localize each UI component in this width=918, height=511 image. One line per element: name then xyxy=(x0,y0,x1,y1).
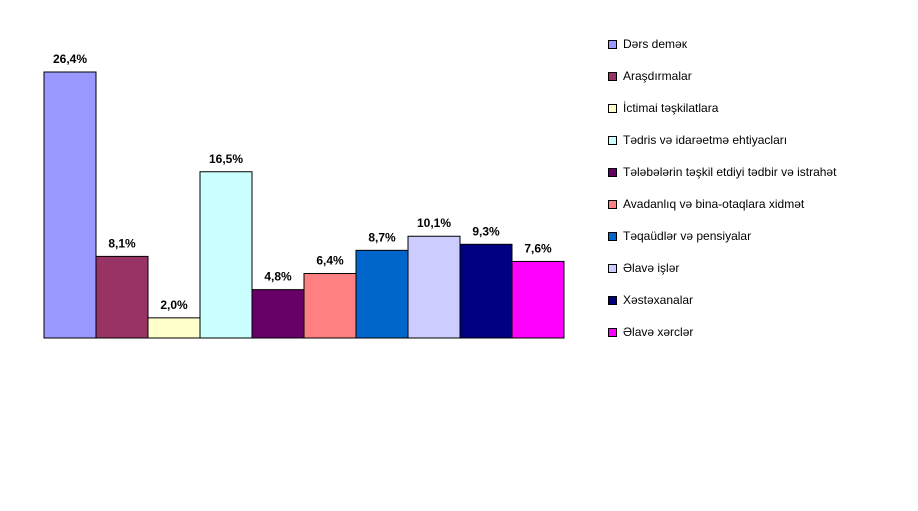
data-label-9: 9,3% xyxy=(472,224,500,238)
legend-item: İctimai təşkilatlara xyxy=(608,100,836,132)
legend-item: Tələbələrin təşkil etdiyi tədbir və istr… xyxy=(608,164,836,196)
legend-swatch xyxy=(608,72,617,81)
data-label-5: 4,8% xyxy=(264,270,292,284)
data-label-1: 26,4% xyxy=(53,52,87,66)
bar-chart: 26,4% 8,1% 2,0% 16,5% 4,8% 6,4% 8,7% 10,1% 9,3% 7… xyxy=(43,52,565,339)
legend-label: Əlavə işlər xyxy=(623,261,680,275)
data-label-7: 8,7% xyxy=(368,230,396,244)
legend-item: Əlavə xərclər xyxy=(608,324,836,356)
legend-label: Dərs deməк xyxy=(623,37,687,51)
bar-6 xyxy=(303,273,357,339)
legend-swatch xyxy=(608,136,617,145)
data-label-8: 10,1% xyxy=(417,216,451,230)
bar-3 xyxy=(147,317,201,339)
data-label-6: 6,4% xyxy=(316,254,344,268)
bar-7 xyxy=(355,249,409,339)
bar-5 xyxy=(251,289,305,339)
legend-item: Araşdırmalar xyxy=(608,68,836,100)
legend-swatch xyxy=(608,264,617,273)
legend-swatch xyxy=(608,328,617,337)
bar-4 xyxy=(199,171,253,339)
legend-label: Tədris və idarəetmə ehtiyacları xyxy=(623,133,788,147)
legend-label: Araşdırmalar xyxy=(623,69,692,83)
bar-8 xyxy=(407,235,461,339)
legend-item: Tədris və idarəetmə ehtiyacları xyxy=(608,132,836,164)
bar-10 xyxy=(511,260,565,339)
data-label-4: 16,5% xyxy=(209,152,243,166)
legend-label: Avadanlıq və bina-otaqlara xidmət xyxy=(623,197,805,211)
legend-label: İctimai təşkilatlara xyxy=(623,101,719,115)
legend-swatch xyxy=(608,232,617,241)
legend-swatch xyxy=(608,296,617,305)
legend-item: Avadanlıq və bina-otaqlara xidmət xyxy=(608,196,836,228)
data-label-10: 7,6% xyxy=(524,241,552,255)
legend-swatch xyxy=(608,40,617,49)
legend-item: Əlavə işlər xyxy=(608,260,836,292)
legend-label: Əlavə xərclər xyxy=(623,325,694,339)
bar-1 xyxy=(43,71,97,339)
legend-label: Tələbələrin təşkil etdiyi tədbir və istr… xyxy=(623,165,837,179)
legend-label: Təqaüdlər və pensiyalar xyxy=(623,229,752,243)
data-labels: 26,4% 8,1% 2,0% 16,5% 4,8% 6,4% 8,7% 10,1% 9,3% 7… xyxy=(53,52,552,312)
bar-series xyxy=(43,71,565,339)
legend-swatch xyxy=(608,168,617,177)
bar-2 xyxy=(95,255,149,339)
data-label-3: 2,0% xyxy=(160,298,188,312)
legend-swatch xyxy=(608,200,617,209)
legend-item: Dərs deməк xyxy=(608,36,836,68)
legend-swatch xyxy=(608,104,617,113)
legend-item: Xəstəxanalar xyxy=(608,292,836,324)
legend-label: Xəstəxanalar xyxy=(623,293,694,307)
data-label-2: 8,1% xyxy=(108,236,136,250)
bar-9 xyxy=(459,243,513,339)
legend-item: Təqaüdlər və pensiyalar xyxy=(608,228,836,260)
chart-legend: Dərs deməк Araşdırmalar İctimai təşkilatla… xyxy=(608,36,836,356)
